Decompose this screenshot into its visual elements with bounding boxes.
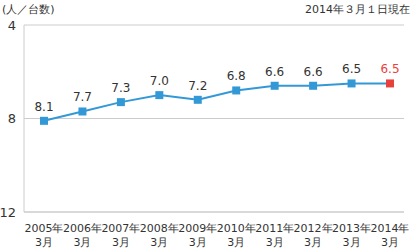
html-text:2014年３月１日現在: 2014年３月１日現在 — [305, 3, 410, 16]
svg-text:2005年3月: 2005年3月 — [25, 222, 64, 248]
svg-text:12: 12 — [8, 205, 16, 220]
svg-text:2013年3月: 2013年3月 — [332, 222, 371, 248]
svg-text:2008年3月: 2008年3月 — [140, 222, 179, 248]
svg-text:7.3: 7.3 — [111, 81, 130, 95]
svg-text:2010年3月: 2010年3月 — [217, 222, 256, 248]
svg-text:4: 4 — [8, 18, 16, 33]
svg-text:2014年3月: 2014年3月 — [371, 222, 409, 248]
svg-text:7.7: 7.7 — [73, 90, 92, 104]
svg-text:2012年3月: 2012年3月 — [294, 222, 333, 248]
svg-text:6.6: 6.6 — [304, 65, 323, 79]
html-text:(人／台数): (人／台数) — [2, 3, 55, 16]
svg-text:2007年3月: 2007年3月 — [101, 222, 140, 248]
svg-text:7.2: 7.2 — [188, 79, 207, 93]
svg-text:7.0: 7.0 — [150, 74, 169, 88]
svg-text:8: 8 — [8, 111, 16, 126]
svg-text:6.5: 6.5 — [342, 62, 361, 76]
svg-text:8.1: 8.1 — [34, 100, 53, 114]
svg-text:6.6: 6.6 — [265, 65, 284, 79]
svg-text:2009年3月: 2009年3月 — [178, 222, 217, 248]
svg-text:2006年3月: 2006年3月 — [63, 222, 102, 248]
svg-text:6.8: 6.8 — [227, 69, 246, 83]
svg-text:6.5: 6.5 — [380, 62, 399, 76]
svg-text:2011年3月: 2011年3月 — [255, 222, 294, 248]
